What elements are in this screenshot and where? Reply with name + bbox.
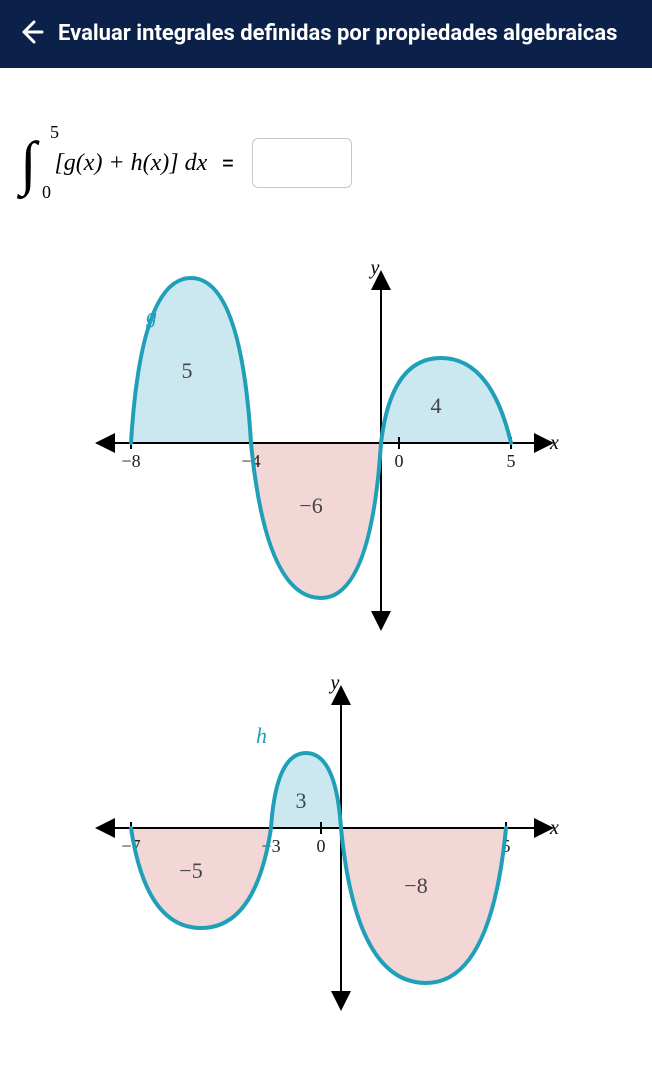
tick-label: −8 [121, 451, 140, 471]
function-label: g [146, 303, 157, 328]
pos-region [381, 358, 511, 443]
tick-label: 0 [395, 451, 404, 471]
function-label: h [256, 723, 267, 748]
page-title: Evaluar integrales definidas por propied… [58, 20, 617, 48]
x-axis-label: x [549, 817, 559, 839]
answer-input[interactable] [252, 138, 352, 188]
x-axis-label: x [549, 432, 559, 454]
y-axis-label: y [329, 678, 340, 694]
area-label: 4 [431, 393, 442, 418]
integrand: [g(x) + h(x)] dx [54, 150, 207, 177]
area-label: −5 [179, 858, 202, 883]
area-label: 5 [182, 358, 193, 383]
page-header: Evaluar integrales definidas por propied… [0, 0, 652, 68]
chart-h: −7−3053−5−8xyh [91, 678, 561, 1018]
area-label: 3 [296, 788, 307, 813]
equation: ∫ 5 0 [g(x) + h(x)] dx = [20, 138, 632, 188]
integral-upper: 5 [50, 125, 59, 139]
integral-lower: 0 [42, 185, 51, 199]
integral-expression: ∫ 5 0 [g(x) + h(x)] dx [20, 139, 207, 187]
integral-symbol: ∫ 5 0 [20, 139, 36, 187]
area-label: −6 [299, 493, 322, 518]
content-area: ∫ 5 0 [g(x) + h(x)] dx = −8−40554−6xyg −… [0, 68, 652, 1078]
equals-sign: = [221, 149, 234, 177]
y-axis-label: y [369, 257, 380, 279]
tick-label: 0 [317, 836, 326, 856]
back-icon[interactable] [16, 18, 44, 50]
neg-region [251, 443, 381, 598]
neg-region [341, 828, 506, 983]
chart-g: −8−40554−6xyg [91, 248, 561, 638]
chart-g-wrap: −8−40554−6xyg [20, 248, 632, 638]
tick-label: 5 [507, 451, 516, 471]
area-label: −8 [404, 873, 427, 898]
chart-h-wrap: −7−3053−5−8xyh [20, 678, 632, 1018]
